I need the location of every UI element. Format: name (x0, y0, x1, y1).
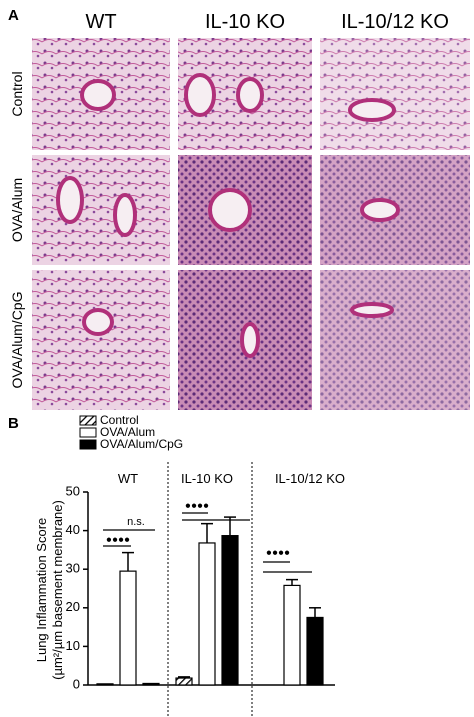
legend-swatch (79, 415, 97, 426)
legend-label: OVA/Alum/CpG (100, 437, 183, 451)
group-label: IL-10/12 KO (275, 471, 345, 486)
y-tick-label: 30 (66, 561, 80, 576)
row-label: OVA/Alum/CpG (9, 292, 25, 389)
bar (283, 584, 301, 686)
micrographs (32, 38, 470, 410)
bar (119, 570, 137, 686)
y-tick-label: 0 (73, 676, 80, 691)
panel-label: A (8, 7, 19, 24)
legend-swatch (79, 439, 97, 450)
legend-label: Control (100, 413, 139, 427)
y-tick-label: 10 (66, 638, 80, 653)
column-header: WT (85, 11, 116, 33)
y-axis-label: Lung Inflammation Score (34, 518, 49, 663)
bar (221, 535, 239, 686)
y-tick-label: 20 (66, 599, 80, 614)
annotation: ●●●● (106, 535, 130, 546)
panel-label: B (8, 415, 19, 432)
column-header: IL-10 KO (205, 11, 285, 33)
y-tick-label: 40 (66, 522, 80, 537)
row-label: Control (9, 71, 25, 116)
bar (198, 542, 216, 686)
bar (96, 683, 114, 686)
legend-swatch (79, 427, 97, 438)
annotation: ●●●● (266, 548, 290, 559)
y-axis-label: (µm²/µm basement membrane) (50, 500, 65, 680)
bar (306, 616, 324, 686)
row-label: OVA/Alum (9, 178, 25, 242)
group-label: WT (118, 471, 138, 486)
annotation: ●●●● (185, 501, 209, 512)
group-label: IL-10 KO (181, 471, 233, 486)
bar (142, 682, 160, 686)
bar (175, 677, 193, 686)
legend-label: OVA/Alum (100, 425, 155, 439)
y-tick-label: 50 (66, 483, 80, 498)
annotation: n.s. (127, 516, 145, 528)
column-header: IL-10/12 KO (341, 11, 449, 33)
